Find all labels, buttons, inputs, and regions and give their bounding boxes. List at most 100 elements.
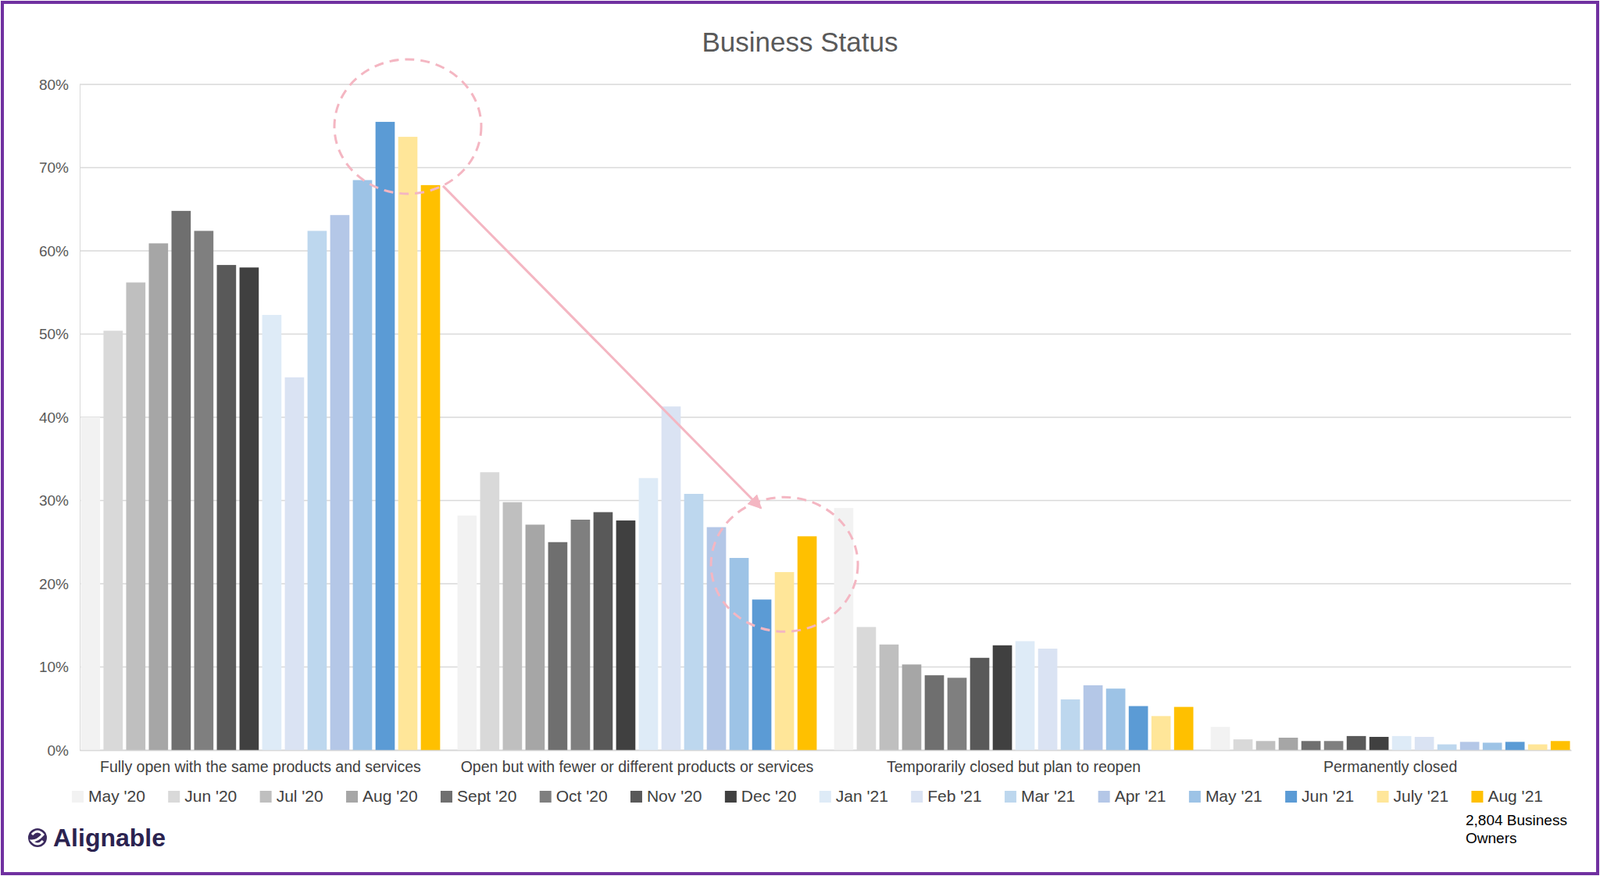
legend-swatch (1189, 790, 1201, 803)
legend-label: May '21 (1205, 786, 1263, 805)
bar (1414, 736, 1435, 750)
legend-label: Nov '20 (646, 786, 703, 805)
highlight-circle (334, 59, 482, 194)
legend-label: Mar '21 (1021, 786, 1075, 805)
y-tick: 50% (39, 325, 80, 343)
logo-text: Alignable (53, 823, 166, 852)
x-tick: Open but with fewer or different product… (460, 750, 815, 775)
legend-item: Nov '20 (630, 786, 703, 805)
bar (1038, 648, 1058, 750)
legend-item: Feb '21 (910, 786, 982, 805)
y-tick: 20% (39, 575, 80, 593)
legend-swatch (1471, 790, 1483, 803)
bar (970, 657, 990, 750)
legend-label: Feb '21 (927, 786, 982, 805)
bar (1151, 715, 1172, 750)
bar (1256, 740, 1276, 750)
y-tick: 40% (39, 409, 80, 426)
legend-item: Oct '20 (539, 786, 608, 805)
bar (661, 406, 682, 750)
chart-svg: Business Status0%10%20%30%40%50%60%70%80… (0, 0, 1600, 876)
bar (571, 519, 591, 750)
bar-series (171, 210, 1322, 750)
bar (1278, 737, 1299, 750)
legend-label: Aug '21 (1487, 786, 1543, 805)
logo-icon (28, 828, 47, 847)
x-axis-line (80, 750, 1572, 751)
bar (1083, 685, 1104, 750)
y-tick-label: 60% (39, 242, 69, 260)
y-tick-label: 70% (39, 159, 69, 176)
legend-label: Jun '20 (184, 786, 237, 805)
bar-series (421, 185, 1571, 750)
sample-note: 2,804 Business Owners (1465, 810, 1583, 847)
bar (752, 599, 772, 750)
bar (80, 417, 100, 750)
bar (148, 242, 168, 750)
bar (480, 471, 500, 750)
bar-series (125, 282, 1275, 750)
grid-line (79, 333, 1572, 335)
bar (171, 210, 192, 750)
bar-series (375, 121, 1525, 750)
grid-line (79, 167, 1572, 168)
legend-swatch (1098, 790, 1111, 803)
bar (707, 527, 727, 750)
legend-swatch (539, 790, 552, 803)
bar (1301, 740, 1322, 750)
bar-series (285, 377, 1435, 750)
bar (330, 214, 350, 750)
bar-series (330, 214, 1480, 750)
bar (548, 542, 568, 750)
bar (879, 644, 900, 750)
bar (525, 524, 546, 750)
legend-label: Sept '20 (457, 786, 517, 805)
bar (639, 478, 659, 750)
bar (775, 571, 795, 750)
bar-series (353, 179, 1503, 750)
y-tick-label: 10% (39, 658, 69, 675)
bar (1015, 640, 1036, 750)
bar-series (307, 230, 1458, 750)
legend-label: Jul '20 (276, 786, 324, 805)
bar (239, 267, 260, 750)
bar-series (398, 136, 1548, 750)
bar (194, 230, 215, 750)
highlight-circle (710, 496, 858, 632)
grid-line (79, 250, 1572, 251)
frame (2, 2, 1598, 874)
bar (353, 179, 373, 750)
legend-item: Jul '20 (260, 786, 324, 805)
bar (503, 502, 523, 750)
bar (947, 677, 968, 750)
legend-item: Aug '20 (346, 786, 418, 805)
x-tick: Temporarily closed but plan to reopen (886, 750, 1141, 775)
y-tick: 60% (39, 242, 80, 260)
x-tick-label: Temporarily closed but plan to reopen (886, 757, 1141, 775)
bar (1460, 741, 1480, 750)
legend-item: Jun '20 (167, 786, 237, 805)
bar (593, 511, 614, 750)
bar (834, 507, 854, 750)
bar (1233, 739, 1254, 750)
bar (616, 520, 636, 750)
bar (375, 121, 396, 750)
y-tick-label: 40% (39, 409, 69, 426)
y-tick-label: 0% (47, 742, 70, 759)
bar (925, 675, 945, 750)
legend-swatch (1377, 790, 1390, 803)
x-tick: Permanently closed (1323, 750, 1458, 775)
legend-swatch (260, 790, 272, 803)
y-tick: 80% (39, 76, 80, 93)
bar (125, 282, 146, 750)
x-tick: Fully open with the same products and se… (100, 750, 422, 775)
bar (285, 377, 305, 750)
bars (80, 121, 1570, 750)
y-tick-label: 30% (39, 492, 69, 509)
bar (1528, 744, 1548, 750)
legend-item: Apr '21 (1098, 786, 1167, 805)
bar (1128, 706, 1149, 750)
logo: Alignable (28, 823, 166, 852)
bar (1550, 740, 1571, 750)
bar (992, 645, 1013, 750)
